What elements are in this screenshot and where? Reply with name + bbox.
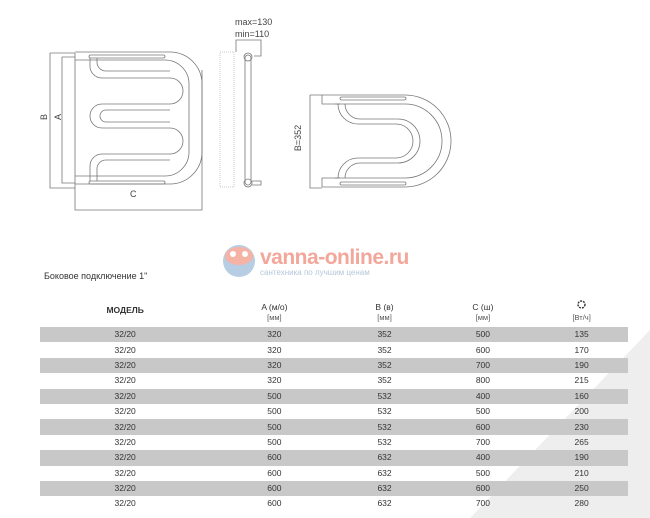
table-cell: 500 (267, 406, 282, 417)
table-cell: 320 (267, 375, 282, 386)
header-unit: [мм] (475, 313, 491, 322)
sun-icon (577, 300, 586, 309)
table-row: 32/20 500 532 600 230 (40, 419, 628, 435)
table-cell: 32/20 (40, 419, 211, 435)
table-cell: 265 (574, 436, 589, 447)
table-cell: 600 (430, 419, 536, 435)
table-cell: 352 (338, 357, 431, 374)
table-cell: 32/20 (40, 480, 211, 497)
dim-min-label: min=110 (235, 29, 270, 39)
table-cell: 190 (535, 357, 628, 374)
table-cell: 352 (377, 344, 392, 355)
table-row: 32/20 320 352 500 135 (40, 327, 628, 343)
table-cell: 170 (574, 344, 589, 355)
table-cell: 600 (475, 344, 490, 355)
table-row: 32/20 600 632 600 250 (40, 480, 628, 497)
table-cell: 600 (210, 450, 339, 466)
table-row: 32/20 600 632 700 280 (40, 496, 628, 511)
table-row: 32/20 500 532 400 160 (40, 388, 628, 404)
table-cell: 32/20 (114, 436, 136, 447)
dim-c-label: C (130, 189, 137, 199)
table-row: 32/20 500 532 700 265 (40, 435, 628, 450)
table-cell: 320 (267, 344, 282, 355)
column-header: A (м/о) [мм] (210, 292, 338, 327)
brand-accent: online.ru (324, 245, 410, 269)
header-title: A (м/о) (261, 302, 288, 312)
table-cell: 320 (210, 327, 339, 343)
table-cell: 500 (210, 419, 339, 435)
table-cell: 352 (338, 327, 431, 343)
column-header: B (в) [мм] (339, 292, 431, 327)
spec-table: МОДЕЛЬ A (м/о) [мм] B (в) [мм] C (ш) [мм] [Вт/ч… (40, 292, 628, 512)
watermark-logo: vanna-online.ru сантехника по лучшим цен… (222, 244, 409, 278)
table-cell: 532 (338, 388, 431, 404)
table-cell: 32/20 (40, 357, 211, 374)
table-cell: 600 (430, 480, 536, 497)
column-header: [Вт/ч] (535, 292, 628, 327)
table-cell: 500 (475, 467, 490, 478)
header-unit: [Вт/ч] (572, 313, 591, 322)
brand-main: vanna- (260, 245, 325, 269)
table-cell: 500 (430, 327, 536, 343)
table-cell: 352 (377, 375, 392, 386)
frog-logo-icon (223, 245, 255, 277)
dim-max-label: max=130 (235, 17, 273, 27)
connection-subtitle: Боковое подключение 1" (44, 271, 148, 281)
table-cell: 500 (267, 436, 282, 447)
header-title: B (в) (375, 302, 394, 312)
table-cell: 600 (267, 498, 282, 509)
table-cell: 600 (267, 467, 282, 478)
table-cell: 32/20 (114, 406, 136, 417)
table-cell: 210 (574, 467, 589, 478)
dim-b352-label: B=352 (293, 124, 304, 152)
table-cell: 250 (535, 480, 628, 497)
table-cell: 632 (377, 467, 392, 478)
table-cell: 632 (338, 450, 431, 466)
table-cell: 700 (475, 436, 490, 447)
table-row: 32/20 320 352 600 170 (40, 342, 628, 357)
table-cell: 532 (377, 406, 392, 417)
header-unit: [мм] (267, 313, 282, 322)
table-row: 32/20 320 352 700 190 (40, 357, 628, 374)
table-cell: 32/20 (40, 327, 211, 343)
table-cell: 32/20 (114, 498, 136, 509)
table-row: 32/20 500 532 500 200 (40, 404, 628, 419)
dim-a-label: A (53, 113, 64, 121)
table-cell: 32/20 (40, 450, 211, 466)
table-cell: 200 (574, 406, 589, 417)
header-title: C (ш) (472, 302, 494, 312)
table-cell: 400 (430, 388, 536, 404)
table-cell: 320 (210, 357, 339, 374)
table-cell: 190 (535, 450, 628, 466)
table-row: 32/20 600 632 500 210 (40, 466, 628, 481)
table-cell: 632 (377, 498, 392, 509)
table-row: 32/20 320 352 800 215 (40, 373, 628, 388)
table-cell: 135 (535, 327, 628, 343)
table-cell: 215 (574, 375, 589, 386)
table-cell: 700 (475, 498, 490, 509)
column-header: МОДЕЛЬ (106, 304, 144, 315)
table-cell: 600 (210, 480, 339, 497)
table-cell: 160 (535, 388, 628, 404)
table-cell: 500 (210, 388, 339, 404)
table-cell: 532 (338, 419, 431, 435)
table-cell: 280 (574, 498, 589, 509)
table-cell: 800 (475, 375, 490, 386)
dim-b-label: B (39, 113, 50, 121)
column-header: C (ш) [мм] (431, 292, 536, 327)
table-cell: 32/20 (114, 344, 136, 355)
table-cell: 230 (535, 419, 628, 435)
table-cell: 532 (377, 436, 392, 447)
table-cell: 400 (430, 450, 536, 466)
table-cell: 32/20 (114, 467, 136, 478)
brand-tagline: сантехника по лучшим ценам (260, 267, 370, 277)
table-cell: 32/20 (40, 388, 211, 404)
header-unit: [мм] (377, 313, 392, 322)
table-cell: 700 (430, 357, 536, 374)
table-row: 32/20 600 632 400 190 (40, 450, 628, 466)
table-cell: 500 (475, 406, 490, 417)
table-cell: 32/20 (114, 375, 136, 386)
table-cell: 632 (338, 480, 431, 497)
